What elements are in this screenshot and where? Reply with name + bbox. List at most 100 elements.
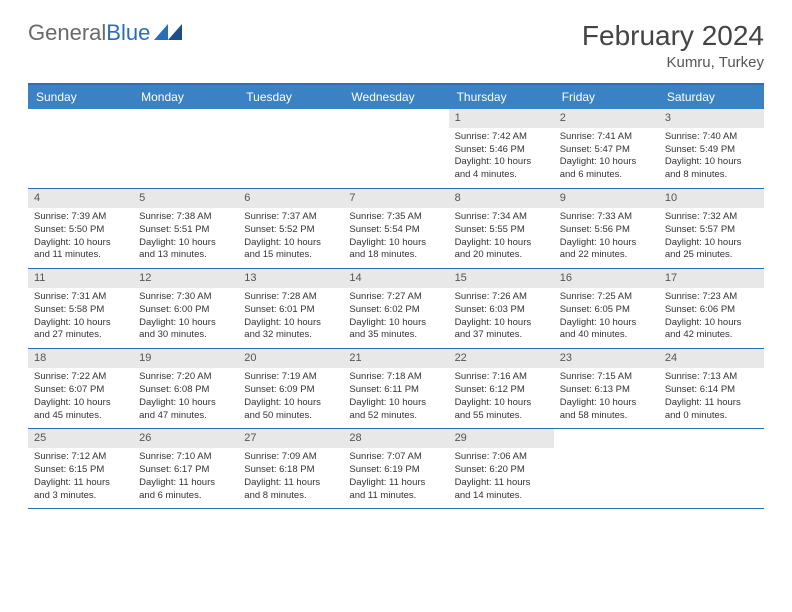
sunrise-text: Sunrise: 7:33 AM	[560, 211, 653, 224]
daylight-text: Daylight: 11 hours and 14 minutes.	[455, 477, 548, 503]
day-cell: 25Sunrise: 7:12 AMSunset: 6:15 PMDayligh…	[28, 429, 133, 508]
day-number: 16	[554, 269, 659, 288]
day-cell: 23Sunrise: 7:15 AMSunset: 6:13 PMDayligh…	[554, 349, 659, 428]
weekday-label: Thursday	[449, 85, 554, 109]
daylight-text: Daylight: 10 hours and 52 minutes.	[349, 397, 442, 423]
day-cell: 6Sunrise: 7:37 AMSunset: 5:52 PMDaylight…	[238, 189, 343, 268]
day-number: 9	[554, 189, 659, 208]
sunrise-text: Sunrise: 7:40 AM	[665, 131, 758, 144]
sunset-text: Sunset: 6:20 PM	[455, 464, 548, 477]
weekday-header-row: Sunday Monday Tuesday Wednesday Thursday…	[28, 85, 764, 109]
day-number: 15	[449, 269, 554, 288]
sunrise-text: Sunrise: 7:22 AM	[34, 371, 127, 384]
day-number: 11	[28, 269, 133, 288]
day-number: 23	[554, 349, 659, 368]
day-details: Sunrise: 7:22 AMSunset: 6:07 PMDaylight:…	[28, 368, 133, 428]
location-label: Kumru, Turkey	[582, 54, 764, 71]
sunset-text: Sunset: 6:01 PM	[244, 304, 337, 317]
sunset-text: Sunset: 6:05 PM	[560, 304, 653, 317]
day-cell: 9Sunrise: 7:33 AMSunset: 5:56 PMDaylight…	[554, 189, 659, 268]
day-number: 2	[554, 109, 659, 128]
day-cell: 28Sunrise: 7:07 AMSunset: 6:19 PMDayligh…	[343, 429, 448, 508]
daylight-text: Daylight: 10 hours and 35 minutes.	[349, 317, 442, 343]
day-number: 25	[28, 429, 133, 448]
daylight-text: Daylight: 10 hours and 40 minutes.	[560, 317, 653, 343]
day-details: Sunrise: 7:34 AMSunset: 5:55 PMDaylight:…	[449, 208, 554, 268]
daylight-text: Daylight: 11 hours and 8 minutes.	[244, 477, 337, 503]
day-details: Sunrise: 7:13 AMSunset: 6:14 PMDaylight:…	[659, 368, 764, 428]
day-number: 5	[133, 189, 238, 208]
title-block: February 2024 Kumru, Turkey	[582, 20, 764, 71]
sunset-text: Sunset: 5:46 PM	[455, 144, 548, 157]
day-cell: 3Sunrise: 7:40 AMSunset: 5:49 PMDaylight…	[659, 109, 764, 188]
daylight-text: Daylight: 10 hours and 42 minutes.	[665, 317, 758, 343]
sunrise-text: Sunrise: 7:18 AM	[349, 371, 442, 384]
day-details: Sunrise: 7:40 AMSunset: 5:49 PMDaylight:…	[659, 128, 764, 188]
day-details: Sunrise: 7:35 AMSunset: 5:54 PMDaylight:…	[343, 208, 448, 268]
sunrise-text: Sunrise: 7:13 AM	[665, 371, 758, 384]
sunset-text: Sunset: 6:17 PM	[139, 464, 232, 477]
day-cell: 26Sunrise: 7:10 AMSunset: 6:17 PMDayligh…	[133, 429, 238, 508]
sunrise-text: Sunrise: 7:38 AM	[139, 211, 232, 224]
day-details: Sunrise: 7:18 AMSunset: 6:11 PMDaylight:…	[343, 368, 448, 428]
page-header: GeneralBlue February 2024 Kumru, Turkey	[28, 20, 764, 71]
day-number: 8	[449, 189, 554, 208]
sunset-text: Sunset: 5:55 PM	[455, 224, 548, 237]
brand-text-general: General	[28, 20, 106, 46]
day-cell: 4Sunrise: 7:39 AMSunset: 5:50 PMDaylight…	[28, 189, 133, 268]
sunrise-text: Sunrise: 7:39 AM	[34, 211, 127, 224]
sunrise-text: Sunrise: 7:19 AM	[244, 371, 337, 384]
brand-text-blue: Blue	[106, 20, 150, 46]
sunset-text: Sunset: 6:14 PM	[665, 384, 758, 397]
sunrise-text: Sunrise: 7:27 AM	[349, 291, 442, 304]
weekday-label: Sunday	[28, 85, 133, 109]
day-cell: 16Sunrise: 7:25 AMSunset: 6:05 PMDayligh…	[554, 269, 659, 348]
sunrise-text: Sunrise: 7:28 AM	[244, 291, 337, 304]
daylight-text: Daylight: 10 hours and 58 minutes.	[560, 397, 653, 423]
day-number: 3	[659, 109, 764, 128]
day-number: 18	[28, 349, 133, 368]
day-details: Sunrise: 7:15 AMSunset: 6:13 PMDaylight:…	[554, 368, 659, 428]
sunset-text: Sunset: 6:18 PM	[244, 464, 337, 477]
day-cell: 12Sunrise: 7:30 AMSunset: 6:00 PMDayligh…	[133, 269, 238, 348]
day-details: Sunrise: 7:28 AMSunset: 6:01 PMDaylight:…	[238, 288, 343, 348]
day-number: 13	[238, 269, 343, 288]
day-details: Sunrise: 7:31 AMSunset: 5:58 PMDaylight:…	[28, 288, 133, 348]
calendar-page: GeneralBlue February 2024 Kumru, Turkey …	[0, 0, 792, 529]
day-details: Sunrise: 7:10 AMSunset: 6:17 PMDaylight:…	[133, 448, 238, 508]
weekday-label: Friday	[554, 85, 659, 109]
day-cell: 24Sunrise: 7:13 AMSunset: 6:14 PMDayligh…	[659, 349, 764, 428]
sunrise-text: Sunrise: 7:09 AM	[244, 451, 337, 464]
day-number: 4	[28, 189, 133, 208]
day-cell: 2Sunrise: 7:41 AMSunset: 5:47 PMDaylight…	[554, 109, 659, 188]
sunset-text: Sunset: 6:02 PM	[349, 304, 442, 317]
sunset-text: Sunset: 5:47 PM	[560, 144, 653, 157]
daylight-text: Daylight: 10 hours and 11 minutes.	[34, 237, 127, 263]
daylight-text: Daylight: 10 hours and 55 minutes.	[455, 397, 548, 423]
brand-mark-icon	[154, 20, 182, 46]
week-row: 1Sunrise: 7:42 AMSunset: 5:46 PMDaylight…	[28, 109, 764, 189]
day-cell	[133, 109, 238, 188]
sunset-text: Sunset: 5:49 PM	[665, 144, 758, 157]
sunrise-text: Sunrise: 7:23 AM	[665, 291, 758, 304]
daylight-text: Daylight: 11 hours and 3 minutes.	[34, 477, 127, 503]
week-row: 25Sunrise: 7:12 AMSunset: 6:15 PMDayligh…	[28, 429, 764, 509]
day-cell: 13Sunrise: 7:28 AMSunset: 6:01 PMDayligh…	[238, 269, 343, 348]
day-cell: 17Sunrise: 7:23 AMSunset: 6:06 PMDayligh…	[659, 269, 764, 348]
sunset-text: Sunset: 6:13 PM	[560, 384, 653, 397]
calendar-grid: Sunday Monday Tuesday Wednesday Thursday…	[28, 83, 764, 509]
day-details: Sunrise: 7:26 AMSunset: 6:03 PMDaylight:…	[449, 288, 554, 348]
day-details: Sunrise: 7:20 AMSunset: 6:08 PMDaylight:…	[133, 368, 238, 428]
day-details: Sunrise: 7:37 AMSunset: 5:52 PMDaylight:…	[238, 208, 343, 268]
day-details: Sunrise: 7:33 AMSunset: 5:56 PMDaylight:…	[554, 208, 659, 268]
sunset-text: Sunset: 6:07 PM	[34, 384, 127, 397]
day-number: 1	[449, 109, 554, 128]
daylight-text: Daylight: 10 hours and 15 minutes.	[244, 237, 337, 263]
daylight-text: Daylight: 10 hours and 50 minutes.	[244, 397, 337, 423]
sunrise-text: Sunrise: 7:34 AM	[455, 211, 548, 224]
day-cell: 22Sunrise: 7:16 AMSunset: 6:12 PMDayligh…	[449, 349, 554, 428]
sunrise-text: Sunrise: 7:26 AM	[455, 291, 548, 304]
day-number: 26	[133, 429, 238, 448]
day-number: 10	[659, 189, 764, 208]
daylight-text: Daylight: 10 hours and 25 minutes.	[665, 237, 758, 263]
